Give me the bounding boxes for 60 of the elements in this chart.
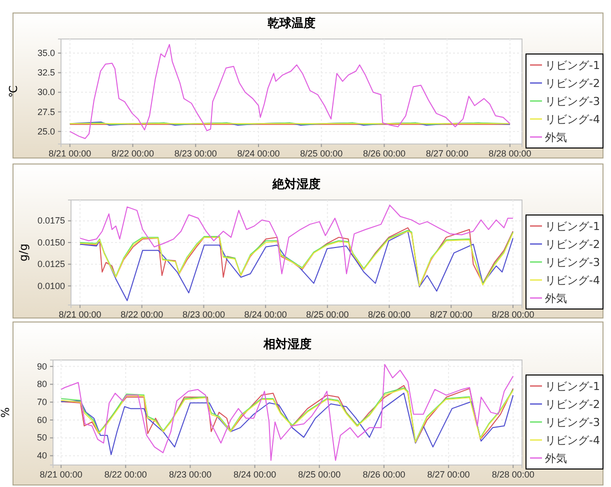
y-axis-title: % [0,407,12,418]
chart-title: 相対湿度 [262,337,312,351]
legend-label: リビング-2 [545,77,600,90]
x-tick-label: 8/21 00:00 [40,469,82,480]
x-tick-label: 8/24 00:00 [237,148,280,158]
x-tick-label: 8/23 00:00 [182,309,225,320]
x-tick-label: 8/27 00:00 [427,469,470,480]
x-tick-label: 8/28 00:00 [492,309,534,320]
x-tick-label: 8/24 00:00 [244,309,287,320]
x-tick-label: 8/25 00:00 [300,148,343,158]
y-tick-label: 0.0150 [37,237,65,248]
legend-label: リビング-3 [545,256,600,269]
y-tick-label: 35.0 [37,48,55,58]
chart-title: 乾球温度 [268,16,316,30]
x-tick-label: 8/27 00:00 [426,148,468,158]
y-tick-label: 0.0175 [37,216,65,226]
x-tick-label: 8/28 00:00 [488,148,532,158]
x-tick-label: 8/26 00:00 [362,469,406,480]
legend-label: リビング-1 [545,380,600,393]
legend-label: リビング-1 [545,59,600,72]
y-tick-label: 0.0100 [37,280,65,291]
legend-label: リビング-2 [545,398,600,411]
x-tick-label: 8/25 00:00 [298,469,341,480]
y-tick-label: 60 [36,414,47,425]
legend-label: リビング-4 [545,434,600,447]
y-tick-label: 27.5 [37,106,55,117]
x-tick-label: 8/23 00:00 [168,469,212,480]
y-tick-label: 70 [36,397,47,408]
legend-label: リビング-3 [545,95,600,108]
legend-label: リビング-1 [545,220,600,233]
y-tick-label: 50 [36,432,47,443]
y-tick-label: 90 [36,361,47,372]
x-tick-label: 8/22 00:00 [104,469,147,480]
x-tick-label: 8/21 00:00 [58,309,102,320]
x-tick-label: 8/28 00:00 [492,469,534,480]
x-tick-label: 8/24 00:00 [234,469,276,480]
x-tick-label: 8/26 00:00 [362,148,406,158]
legend-label: リビング-3 [545,416,600,429]
x-tick-label: 8/27 00:00 [430,309,472,320]
legend-label: 外気 [545,131,567,144]
y-axis-title: g/g [17,244,30,262]
y-tick-label: 30.0 [37,87,55,98]
chart-title: 絶対湿度 [272,177,320,191]
legend-label: リビング-4 [545,113,600,126]
y-tick-label: 40 [36,450,47,461]
legend-label: リビング-2 [545,238,600,251]
x-tick-label: 8/22 00:00 [120,309,164,320]
y-tick-label: 32.5 [37,68,55,78]
x-tick-label: 8/25 00:00 [306,309,349,320]
x-tick-label: 8/23 00:00 [174,148,217,158]
y-tick-label: 80 [36,379,47,390]
legend-label: 外気 [545,452,567,465]
legend-label: リビング-4 [545,274,600,287]
y-axis-title: ℃ [7,85,20,98]
x-tick-label: 8/21 00:00 [48,148,92,158]
y-tick-label: 0.0125 [37,259,65,270]
x-tick-label: 8/22 00:00 [111,148,154,158]
x-tick-label: 8/26 00:00 [368,309,411,320]
legend-label: 外気 [545,292,567,305]
y-tick-label: 25.0 [37,126,55,136]
